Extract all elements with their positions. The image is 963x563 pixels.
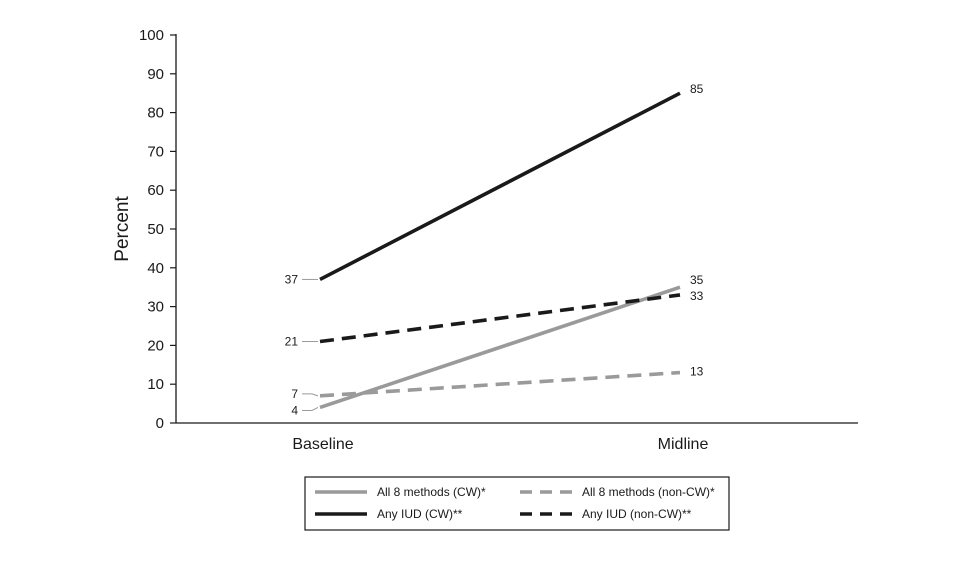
data-label: 85 [690,82,704,96]
legend: All 8 methods (CW)* All 8 methods (non-CW… [304,476,730,531]
y-axis-label: Percent [112,196,133,262]
y-tick-label: 20 [147,337,164,354]
data-label: 7 [291,387,298,401]
data-label: 35 [690,273,704,287]
series-line [319,285,681,410]
y-tick-label: 50 [147,221,164,238]
y-tick-label: 30 [147,299,164,316]
y-tick-label: 60 [147,182,164,199]
data-label: 21 [285,335,299,349]
y-tick-label: 80 [147,105,164,122]
legend-label: All 8 methods (non-CW)* [582,485,715,499]
series-line [319,293,681,344]
data-label: 4 [291,403,298,417]
y-axis-ticks: 0 10 20 30 40 50 60 70 80 90 100 [139,27,176,432]
x-category-label: Midline [658,436,709,453]
series-lines [319,91,681,410]
series-line [319,370,681,398]
data-label: 33 [690,289,704,303]
legend-label: Any IUD (non-CW)** [582,507,692,521]
y-tick-label: 100 [139,27,164,44]
data-label: 37 [285,272,299,286]
legend-label: Any IUD (CW)** [377,507,463,521]
legend-box [304,476,730,531]
y-tick-label: 70 [147,143,164,160]
data-label: 13 [690,365,704,379]
y-tick-label: 40 [147,260,164,277]
chart-axes [175,34,858,424]
data-label-leader [302,407,319,411]
legend-label: All 8 methods (CW)* [377,485,486,499]
data-labels: 4 35 7 13 37 85 21 33 [285,82,704,417]
y-tick-label: 0 [156,415,164,432]
series-line [319,91,681,282]
data-label-leader [302,393,319,397]
x-category-label: Baseline [292,436,353,453]
y-tick-label: 10 [147,376,164,393]
x-axis-categories: Baseline Midline [292,436,708,453]
y-tick-label: 90 [147,66,164,83]
